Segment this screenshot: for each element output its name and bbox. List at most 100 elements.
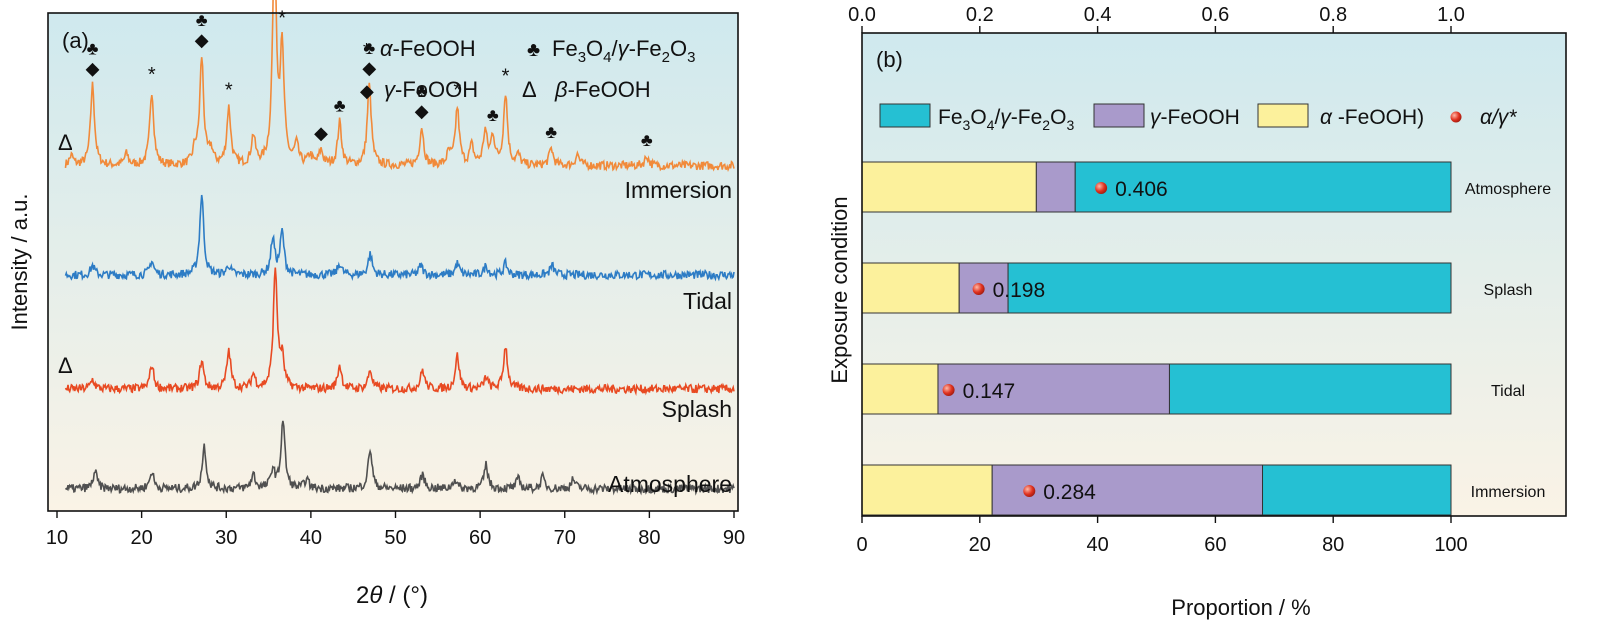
panel-b-x-axis: 0 20 40 60 80 100 <box>856 516 1468 556</box>
legend-fe-swatch <box>879 103 931 128</box>
top-tick-label: 0.6 <box>1201 4 1229 26</box>
panel-b-legend: Fe3O4/γ-Fe2O3 γ-FeOOH α -FeOOH) α/γ* <box>879 103 1517 133</box>
series-label-tidal: Tidal <box>683 288 732 314</box>
panel-a-legend: * α-FeOOH ♣ Fe3O4/γ-Fe2O3 ◆ γ-FeOOH Δ β-… <box>360 36 695 102</box>
annotation-club-marker: ♣ <box>641 130 653 150</box>
series-line-immersion <box>64 0 735 173</box>
annotation-star-marker: * <box>502 65 510 87</box>
bar-segment-immersion-0 <box>861 464 993 516</box>
legend-alpha-label: α -FeOOH) <box>1320 106 1424 129</box>
annotation-club-marker: ♣ <box>363 38 375 58</box>
annotation-star-marker: * <box>453 80 461 102</box>
panel-b-label: (b) <box>876 47 903 72</box>
annotation-beta-marker: Δ <box>58 130 73 155</box>
ratio-point-immersion <box>1023 485 1036 497</box>
legend-fe-symbol: ♣ <box>527 39 540 61</box>
x-tick-label: 50 <box>384 527 406 549</box>
legend-alpha-swatch <box>1257 103 1309 128</box>
x-tick-label: 20 <box>131 527 153 549</box>
x-tick-label: 20 <box>969 534 991 556</box>
x-tick-label: 40 <box>1086 534 1108 556</box>
annotation-club-marker: ♣ <box>416 81 428 101</box>
annotation-diamond-marker: ◆ <box>415 101 429 121</box>
legend-gamma-label: γ-FeOOH <box>384 77 478 102</box>
ratio-value-label: 0.284 <box>1043 481 1096 504</box>
x-tick-label: 100 <box>1434 534 1467 556</box>
panel-a-annotation-group: ◆♣*◆♣*◆♣*◆♣◆♣◆♣*♣*♣♣ΔΔ <box>58 7 653 378</box>
panel-a-x-axis: 10 20 30 40 50 60 70 80 90 <box>46 511 745 549</box>
legend-beta-symbol: Δ <box>522 77 537 102</box>
panel-a-frame <box>47 12 739 512</box>
bar-segment-atmosphere-0 <box>861 161 1037 213</box>
ratio-value-label: 0.147 <box>963 380 1016 403</box>
annotation-club-marker: ♣ <box>196 10 208 30</box>
ratio-point-splash <box>972 283 985 295</box>
bar-segment-tidal-1 <box>937 363 1170 415</box>
panel-b-x-axis-label: Proportion / % <box>1171 595 1310 620</box>
series-label-immersion: Immersion <box>625 177 732 203</box>
panel-a-plot-background <box>48 13 738 511</box>
legend-ratio-dot <box>1450 111 1462 123</box>
x-tick-label: 60 <box>469 527 491 549</box>
panel-a-y-axis-label: Intensity / a.u. <box>7 194 32 331</box>
annotation-diamond-marker: ◆ <box>314 123 328 143</box>
ratio-point-tidal <box>942 384 955 396</box>
series-line-atmosphere <box>64 420 735 496</box>
panel-b-y-axis-label: Exposure condition <box>827 196 852 383</box>
panel-b-ratio-group: 0.406 0.198 0.147 0.284 <box>942 178 1168 504</box>
ratio-point-atmosphere <box>1095 182 1108 194</box>
legend-gamma-swatch <box>1093 103 1145 128</box>
category-label-atmosphere: Atmosphere <box>1465 181 1551 198</box>
panel-a-series-name-group: Immersion Tidal Splash Atmosphere <box>608 177 732 497</box>
bar-segment-atmosphere-2 <box>1074 161 1452 213</box>
bar-segment-immersion-2 <box>1262 464 1452 516</box>
annotation-star-marker: * <box>225 79 233 101</box>
top-tick-label: 0.0 <box>848 4 876 26</box>
legend-alpha-symbol: * <box>363 40 370 60</box>
annotation-diamond-marker: ◆ <box>86 59 100 79</box>
bar-segment-atmosphere-1 <box>1035 161 1076 213</box>
panel-a-label: (a) <box>62 28 89 53</box>
panel-b-top-axis: 0.0 0.2 0.4 0.6 0.8 1.0 <box>848 4 1465 33</box>
bar-segment-tidal-2 <box>1168 363 1452 415</box>
x-tick-label: 40 <box>300 527 322 549</box>
annotation-club-marker: ♣ <box>334 95 346 115</box>
panel-a-x-axis-label: 2θ / (°) <box>356 582 428 609</box>
category-label-immersion: Immersion <box>1471 484 1546 501</box>
annotation-club-marker: ♣ <box>487 105 499 125</box>
panel-a-series-group <box>64 0 735 496</box>
bar-segment-tidal-0 <box>861 363 939 415</box>
panel-b-category-labels: Atmosphere Splash Tidal Immersion <box>1465 181 1551 501</box>
panel-b-frame <box>861 32 1567 517</box>
ratio-value-label: 0.198 <box>993 279 1046 302</box>
legend-beta-label: β-FeOOH <box>554 77 651 102</box>
category-label-splash: Splash <box>1484 282 1533 299</box>
legend-ratio-label: α/γ* <box>1480 106 1517 129</box>
annotation-star-marker: * <box>278 7 286 29</box>
x-tick-label: 10 <box>46 527 68 549</box>
x-tick-label: 0 <box>856 534 867 556</box>
x-tick-label: 30 <box>215 527 237 549</box>
legend-fe-label: Fe3O4/γ-Fe2O3 <box>938 106 1074 133</box>
panel-b-bar-group <box>861 161 1452 516</box>
annotation-diamond-marker: ◆ <box>362 58 376 78</box>
x-tick-label: 70 <box>554 527 576 549</box>
annotation-diamond-marker: ◆ <box>195 30 209 50</box>
annotation-club-marker: ♣ <box>545 122 557 142</box>
annotation-club-marker: ♣ <box>87 39 99 59</box>
x-tick-label: 80 <box>638 527 660 549</box>
panel-b-proportion-chart: 0.406 0.198 0.147 0.284 Atmosphere Splash Tid… <box>827 4 1567 620</box>
series-label-atmosphere: Atmosphere <box>608 471 732 497</box>
legend-gamma-label: γ-FeOOH <box>1150 106 1240 129</box>
series-label-splash: Splash <box>662 396 732 422</box>
legend-fe-label: Fe3O4/γ-Fe2O3 <box>552 36 695 66</box>
top-tick-label: 0.2 <box>966 4 994 26</box>
top-tick-label: 0.8 <box>1319 4 1347 26</box>
category-label-tidal: Tidal <box>1491 383 1525 400</box>
bar-segment-splash-0 <box>861 262 960 314</box>
bar-segment-splash-2 <box>1007 262 1452 314</box>
series-line-tidal <box>64 194 735 282</box>
annotation-star-marker: * <box>148 64 156 86</box>
legend-alpha-label: α-FeOOH <box>380 36 476 61</box>
